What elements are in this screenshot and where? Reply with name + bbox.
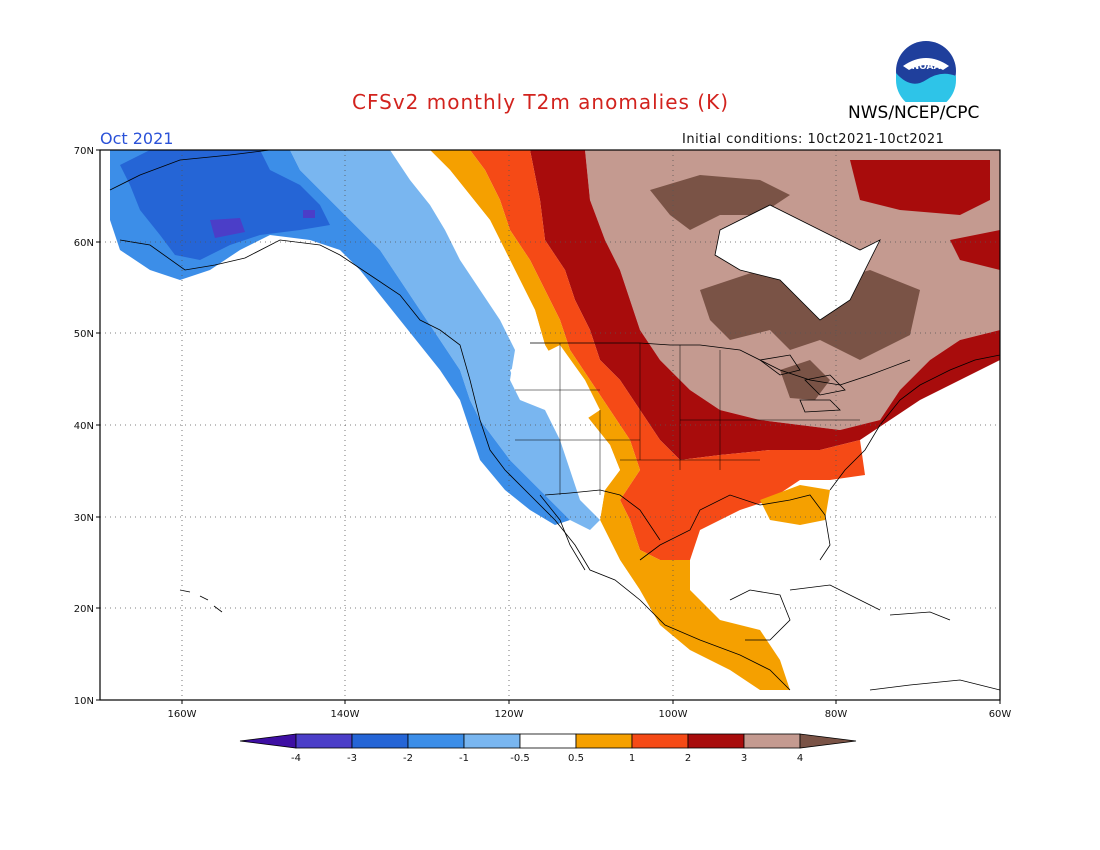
coastline-east	[829, 354, 1000, 491]
longitude-labels: 160W 140W 120W 100W 80W 60W	[168, 700, 1012, 720]
anomaly-region-orange-se	[760, 485, 830, 525]
coastline-hispaniola	[889, 611, 951, 621]
map-title: CFSv2 monthly T2m anomalies (K)	[352, 90, 729, 114]
anomaly-region-darkred-nw	[850, 160, 990, 215]
anomaly-region-red	[470, 150, 865, 560]
forecast-month: Oct 2021	[100, 129, 174, 148]
anomaly-region-lightblue	[290, 150, 600, 530]
state-lines	[515, 343, 860, 495]
coastline-gulf	[639, 494, 831, 561]
latitude-label: 70N	[74, 146, 94, 157]
anomaly-region-darkred	[530, 150, 1000, 460]
coastline-cuba	[789, 584, 881, 611]
agency-label: NWS/NCEP/CPC	[848, 103, 980, 123]
initial-conditions: Initial conditions: 10ct2021-10ct2021	[682, 132, 945, 147]
latitude-label: 20N	[74, 604, 94, 615]
coastline-baja	[539, 494, 586, 571]
anomaly-region-neutral	[390, 150, 640, 600]
anomaly-region-darkblue	[120, 150, 330, 260]
coastline-sa	[869, 679, 1000, 691]
anomaly-region-purple	[303, 210, 315, 218]
anomaly-region-darkbrown	[700, 270, 920, 360]
anomaly-region-neutral-interior	[510, 345, 600, 420]
border-us-mexico	[544, 489, 661, 541]
coastline-hudson	[714, 204, 881, 321]
longitude-label: 60W	[989, 709, 1012, 720]
anomaly-region-darkbrown	[650, 175, 790, 230]
coastline-alaska	[109, 150, 791, 691]
latitude-label: 30N	[74, 513, 94, 524]
latitude-label: 50N	[74, 329, 94, 340]
great-lakes	[759, 354, 846, 413]
latitude-label: 40N	[74, 421, 94, 432]
longitude-label: 140W	[331, 709, 360, 720]
latitude-label: 60N	[74, 238, 94, 249]
hudson-bay	[715, 205, 880, 320]
anomaly-fields	[110, 150, 1000, 690]
border-us-canada	[530, 342, 911, 386]
graticule	[100, 150, 1000, 700]
longitude-label: 80W	[825, 709, 848, 720]
longitude-label: 160W	[168, 709, 197, 720]
noaa-logo: NOAA	[896, 41, 956, 102]
coastlines	[109, 150, 1000, 691]
longitude-label: 100W	[659, 709, 688, 720]
logo-text: NOAA	[912, 62, 941, 72]
anomaly-region-purple	[210, 218, 245, 238]
latitude-label: 10N	[74, 696, 94, 707]
longitude-label: 120W	[495, 709, 524, 720]
anomaly-region-orange	[430, 150, 790, 690]
latitude-labels: 70N 60N 50N 40N 30N 20N 10N	[74, 146, 100, 707]
coastline-yucatan	[729, 589, 791, 641]
